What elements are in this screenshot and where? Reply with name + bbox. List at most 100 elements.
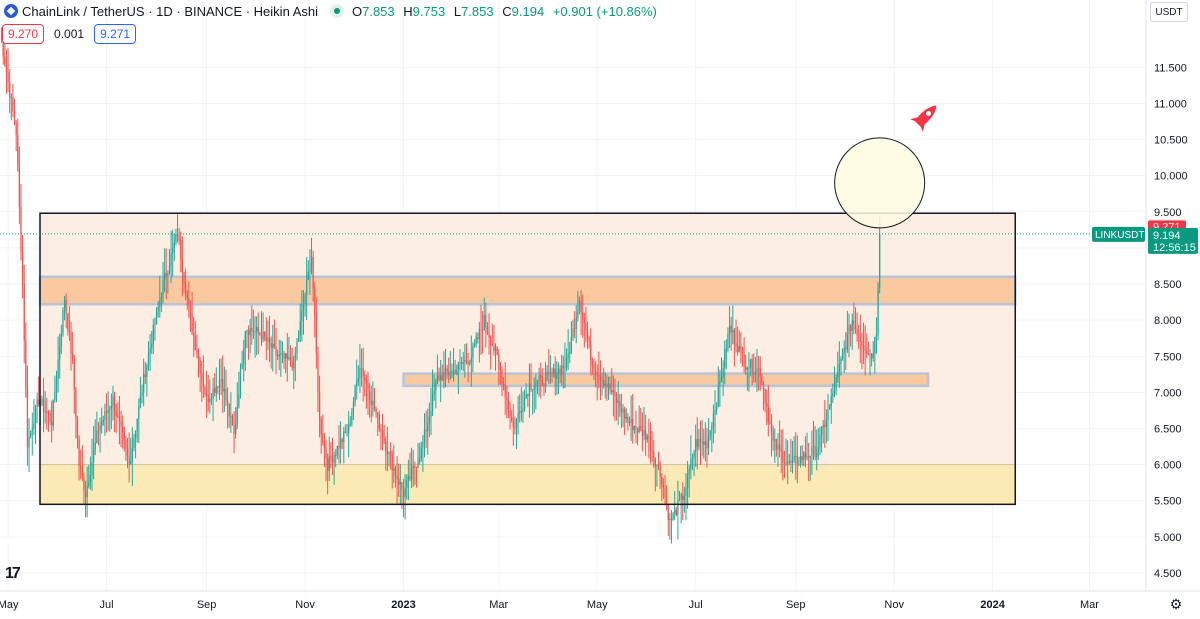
candle — [767, 406, 769, 422]
candle — [678, 499, 681, 501]
candle — [62, 310, 64, 334]
candle — [601, 380, 603, 382]
symbol-title[interactable]: ChainLink / TetherUS · 1D · BINANCE · He… — [22, 3, 318, 19]
candle — [783, 462, 786, 464]
eye-icon[interactable] — [329, 4, 344, 18]
candle — [438, 375, 440, 381]
y-tick-label: 6.000 — [1154, 460, 1182, 472]
candle — [375, 409, 377, 414]
candle — [23, 284, 25, 341]
candle — [222, 379, 224, 392]
candle — [31, 428, 33, 431]
candle — [879, 233, 881, 289]
candle — [682, 494, 684, 501]
candle — [501, 370, 503, 384]
candle — [268, 337, 271, 344]
candle — [257, 327, 259, 333]
candle — [410, 467, 413, 480]
x-tick-label: May — [0, 599, 19, 611]
candle — [157, 306, 159, 311]
candle — [362, 368, 364, 377]
candle — [751, 359, 753, 374]
candle — [573, 328, 576, 330]
gear-icon[interactable]: ⚙ — [1169, 596, 1183, 612]
y-tick-label: 11.000 — [1154, 98, 1187, 110]
candle — [49, 413, 51, 422]
candle — [717, 386, 719, 407]
candle — [732, 330, 734, 333]
candle — [777, 444, 779, 450]
candle — [0, 31, 3, 41]
candle — [184, 282, 187, 294]
candle — [572, 328, 574, 337]
candle — [317, 352, 319, 393]
candle — [430, 411, 432, 417]
candle — [406, 480, 408, 488]
candle — [837, 371, 839, 378]
candle — [833, 390, 836, 394]
candle — [388, 451, 390, 455]
candle — [519, 411, 521, 414]
buy-button[interactable]: 9.271 — [94, 24, 137, 44]
candle — [548, 372, 550, 374]
candle — [517, 413, 519, 419]
candle — [614, 390, 616, 396]
candle — [25, 340, 27, 388]
candle — [759, 368, 761, 376]
candle — [304, 295, 306, 305]
candle — [193, 332, 195, 337]
candle — [814, 445, 816, 458]
candle — [134, 430, 137, 439]
candle — [325, 446, 327, 459]
candle — [698, 439, 700, 448]
candle — [593, 365, 595, 372]
candle — [354, 386, 356, 402]
candle — [730, 325, 732, 333]
sell-button[interactable]: 9.270 — [2, 24, 45, 44]
candle — [791, 459, 794, 463]
candle — [665, 497, 668, 505]
candle — [582, 312, 584, 318]
candle — [870, 353, 873, 359]
candle — [223, 389, 226, 392]
y-tick-label: 7.000 — [1154, 387, 1182, 399]
candle — [433, 390, 435, 395]
chart-header: ChainLink / TetherUS · 1D · BINANCE · He… — [0, 0, 662, 22]
candle — [544, 374, 547, 387]
candle — [415, 467, 418, 469]
candle — [275, 346, 277, 356]
candle — [155, 310, 158, 324]
candle — [112, 396, 114, 407]
candle — [720, 377, 723, 382]
candle — [509, 409, 511, 418]
candle — [71, 353, 74, 359]
candle — [772, 431, 774, 441]
currency-unit-button[interactable]: USDT — [1150, 2, 1188, 22]
symbol-tag — [1092, 226, 1145, 242]
candle — [499, 361, 502, 371]
candle — [778, 444, 781, 450]
candle — [139, 395, 142, 406]
candle — [386, 450, 389, 455]
candle — [599, 375, 602, 381]
candle — [549, 373, 552, 375]
candle — [806, 456, 808, 458]
candle — [420, 447, 422, 459]
candle — [417, 461, 419, 468]
candle — [827, 409, 829, 420]
zone-mid-support — [402, 372, 930, 388]
candle — [339, 439, 342, 449]
candle — [819, 435, 821, 448]
candle — [570, 336, 573, 352]
candle — [490, 337, 492, 346]
candle — [651, 450, 653, 452]
tradingview-logo-icon[interactable]: 17 — [5, 565, 21, 582]
candle — [244, 331, 246, 349]
candle — [486, 326, 489, 334]
candle — [117, 415, 119, 417]
candle — [149, 347, 151, 354]
candle — [172, 247, 174, 254]
candle — [774, 439, 776, 441]
